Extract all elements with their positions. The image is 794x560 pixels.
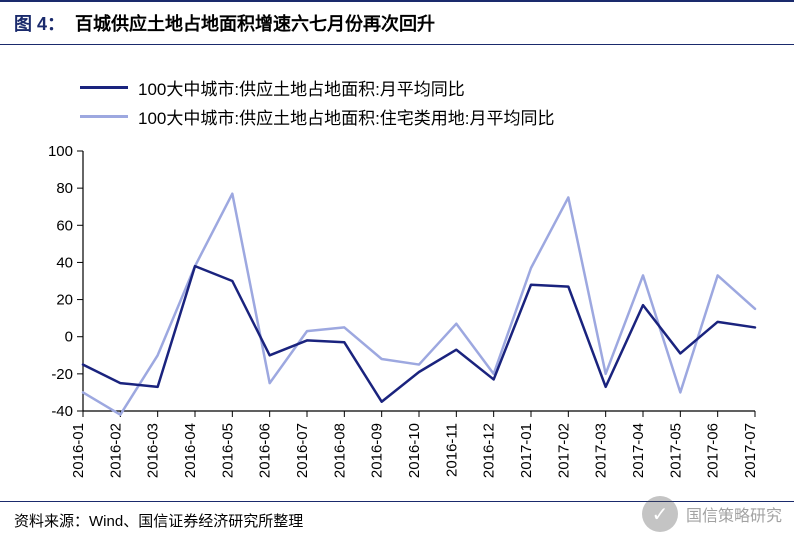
svg-text:2016-06: 2016-06 — [257, 423, 274, 478]
svg-text:2017-03: 2017-03 — [593, 423, 610, 478]
line-chart: -40 -20 0 20 40 60 80 100 2016-01 2016-02 2016-03 2… — [27, 141, 767, 501]
source-text: Wind、国信证券经济研究所整理 — [89, 510, 303, 531]
legend-label-0: 100大中城市:供应土地占地面积:月平均同比 — [138, 75, 465, 100]
figure-header: 图 4： 百城供应土地占地面积增速六七月份再次回升 — [0, 0, 794, 45]
svg-text:2016-08: 2016-08 — [331, 423, 348, 478]
svg-text:100: 100 — [48, 143, 73, 160]
svg-text:-20: -20 — [51, 366, 73, 383]
svg-text:2016-09: 2016-09 — [369, 423, 386, 478]
svg-text:-40: -40 — [51, 403, 73, 420]
svg-text:80: 80 — [56, 180, 73, 197]
legend-label-1: 100大中城市:供应土地占地面积:住宅类用地:月平均同比 — [138, 104, 555, 129]
svg-text:2016-12: 2016-12 — [481, 423, 498, 478]
svg-text:2016-10: 2016-10 — [406, 423, 423, 478]
svg-text:2017-05: 2017-05 — [667, 423, 684, 478]
svg-text:2017-02: 2017-02 — [555, 423, 572, 478]
watermark: ✓ 国信策略研究 — [642, 496, 782, 532]
svg-text:2016-01: 2016-01 — [70, 423, 87, 478]
svg-text:2016-07: 2016-07 — [294, 423, 311, 478]
svg-text:40: 40 — [56, 254, 73, 271]
svg-text:20: 20 — [56, 292, 73, 309]
svg-text:2016-11: 2016-11 — [443, 423, 460, 477]
svg-text:2016-03: 2016-03 — [145, 423, 162, 478]
legend-swatch-1 — [80, 115, 128, 118]
svg-text:60: 60 — [56, 217, 73, 234]
svg-text:2017-04: 2017-04 — [630, 423, 647, 478]
svg-text:2017-06: 2017-06 — [705, 423, 722, 478]
legend-item-1: 100大中城市:供应土地占地面积:住宅类用地:月平均同比 — [80, 104, 734, 129]
legend-item-0: 100大中城市:供应土地占地面积:月平均同比 — [80, 75, 734, 100]
svg-text:2016-02: 2016-02 — [107, 423, 124, 478]
svg-text:2017-01: 2017-01 — [518, 423, 535, 478]
wechat-icon: ✓ — [642, 496, 678, 532]
svg-text:0: 0 — [65, 329, 73, 346]
watermark-text: 国信策略研究 — [686, 502, 782, 526]
source-label: 资料来源： — [14, 510, 89, 531]
legend: 100大中城市:供应土地占地面积:月平均同比 100大中城市:供应土地占地面积:… — [20, 65, 774, 141]
svg-text:2016-04: 2016-04 — [182, 423, 199, 478]
svg-text:2017-07: 2017-07 — [742, 423, 759, 478]
figure-title: 百城供应土地占地面积增速六七月份再次回升 — [75, 10, 435, 36]
legend-swatch-0 — [80, 86, 128, 89]
figure-number: 图 4： — [0, 10, 75, 36]
chart-container: 100大中城市:供应土地占地面积:月平均同比 100大中城市:供应土地占地面积:… — [0, 45, 794, 501]
svg-text:2016-05: 2016-05 — [219, 423, 236, 478]
